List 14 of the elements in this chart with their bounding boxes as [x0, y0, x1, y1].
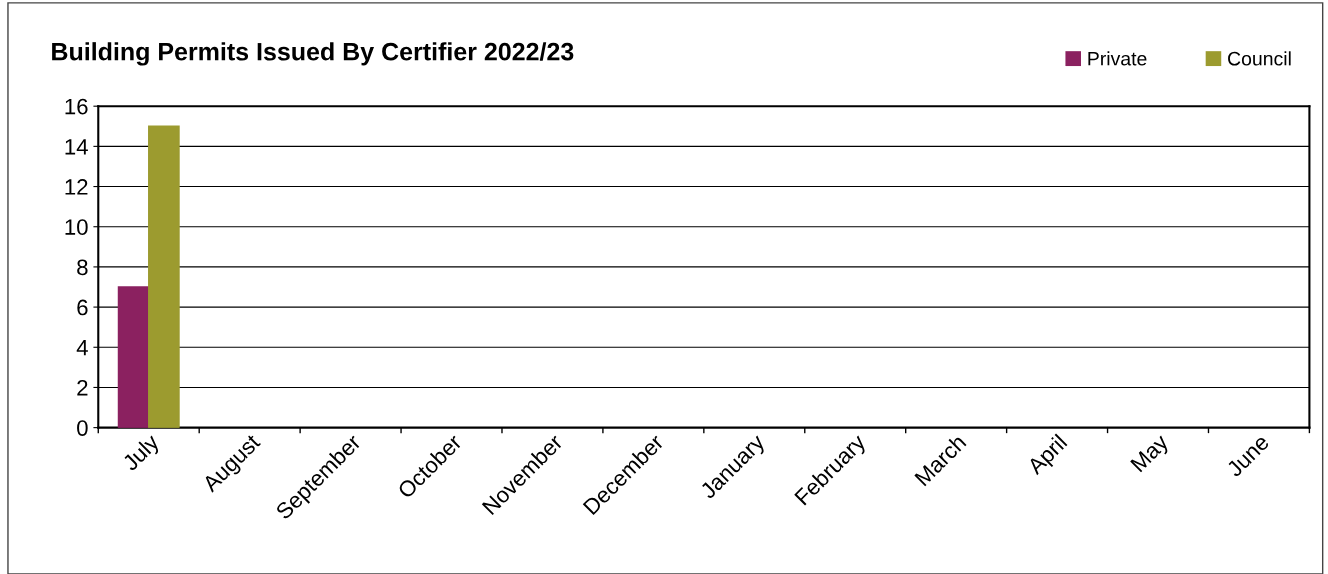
- y-tick-label: 4: [76, 340, 88, 356]
- chart-title: Building Permits Issued By Certifier 2022/23: [52, 42, 574, 66]
- y-tick-label: 14: [65, 139, 88, 155]
- y-tick-label: 8: [77, 259, 88, 276]
- x-tick-label: May: [1130, 433, 1173, 476]
- y-tick-label: 12: [65, 179, 88, 195]
- legend-label: Private: [1088, 51, 1147, 66]
- x-tick-label: July: [121, 432, 164, 475]
- y-tick-label: 16: [65, 98, 88, 115]
- legend-label: Council: [1228, 51, 1291, 66]
- y-tick-label: 6: [77, 299, 88, 316]
- y-tick-label: 2: [77, 379, 88, 396]
- y-tick-label: 10: [65, 219, 88, 235]
- y-tick-label: 0: [77, 420, 88, 436]
